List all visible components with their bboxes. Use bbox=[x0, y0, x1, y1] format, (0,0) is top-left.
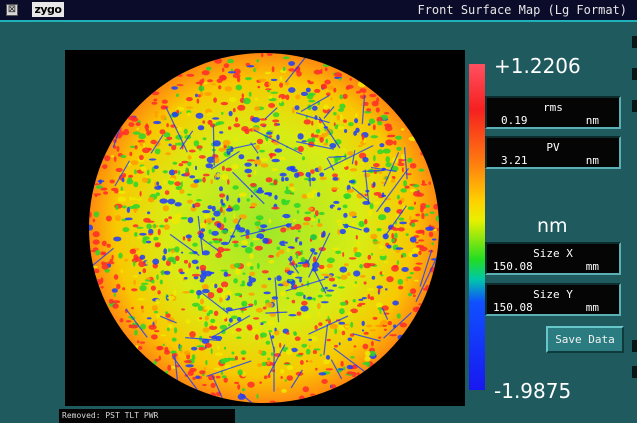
pv-label: PV bbox=[546, 141, 560, 154]
scale-min-value: -1.9875 bbox=[494, 379, 572, 403]
rms-value: 0.19 bbox=[501, 114, 528, 127]
window-menu-icon[interactable]: ⊠ bbox=[6, 4, 18, 16]
surface-map-plot bbox=[65, 50, 465, 406]
size-y-box: Size Y 150.08 mm bbox=[485, 283, 621, 316]
size-x-value: 150.08 bbox=[493, 260, 533, 273]
window-title: Front Surface Map (Lg Format) bbox=[417, 3, 627, 17]
size-y-label: Size Y bbox=[533, 288, 573, 301]
save-data-button[interactable]: Save Data bbox=[546, 326, 624, 353]
pv-value: 3.21 bbox=[501, 154, 528, 167]
pv-box: PV 3.21 nm bbox=[485, 136, 621, 169]
edge-tab bbox=[632, 100, 637, 112]
size-y-value: 150.08 bbox=[493, 301, 533, 314]
size-x-label: Size X bbox=[533, 247, 573, 260]
title-bar: ⊠ zygo Front Surface Map (Lg Format) bbox=[0, 0, 637, 22]
edge-tab bbox=[632, 36, 637, 48]
pv-unit: nm bbox=[585, 154, 599, 167]
size-x-box: Size X 150.08 mm bbox=[485, 242, 621, 275]
size-y-unit: mm bbox=[585, 301, 599, 314]
edge-tab bbox=[632, 366, 637, 378]
rms-unit: nm bbox=[585, 114, 599, 127]
color-scale-bar bbox=[469, 64, 485, 390]
zygo-logo: zygo bbox=[32, 2, 64, 17]
scale-unit-label: nm bbox=[537, 215, 568, 237]
scale-max-value: +1.2206 bbox=[494, 54, 581, 78]
size-x-unit: mm bbox=[585, 260, 599, 273]
edge-tab bbox=[632, 68, 637, 80]
surface-texture bbox=[89, 53, 439, 403]
surface-map bbox=[89, 53, 439, 403]
edge-tab bbox=[632, 340, 637, 352]
rms-label: rms bbox=[543, 101, 563, 114]
rms-box: rms 0.19 nm bbox=[485, 96, 621, 129]
removed-terms-label: Removed: PST TLT PWR bbox=[59, 409, 235, 423]
